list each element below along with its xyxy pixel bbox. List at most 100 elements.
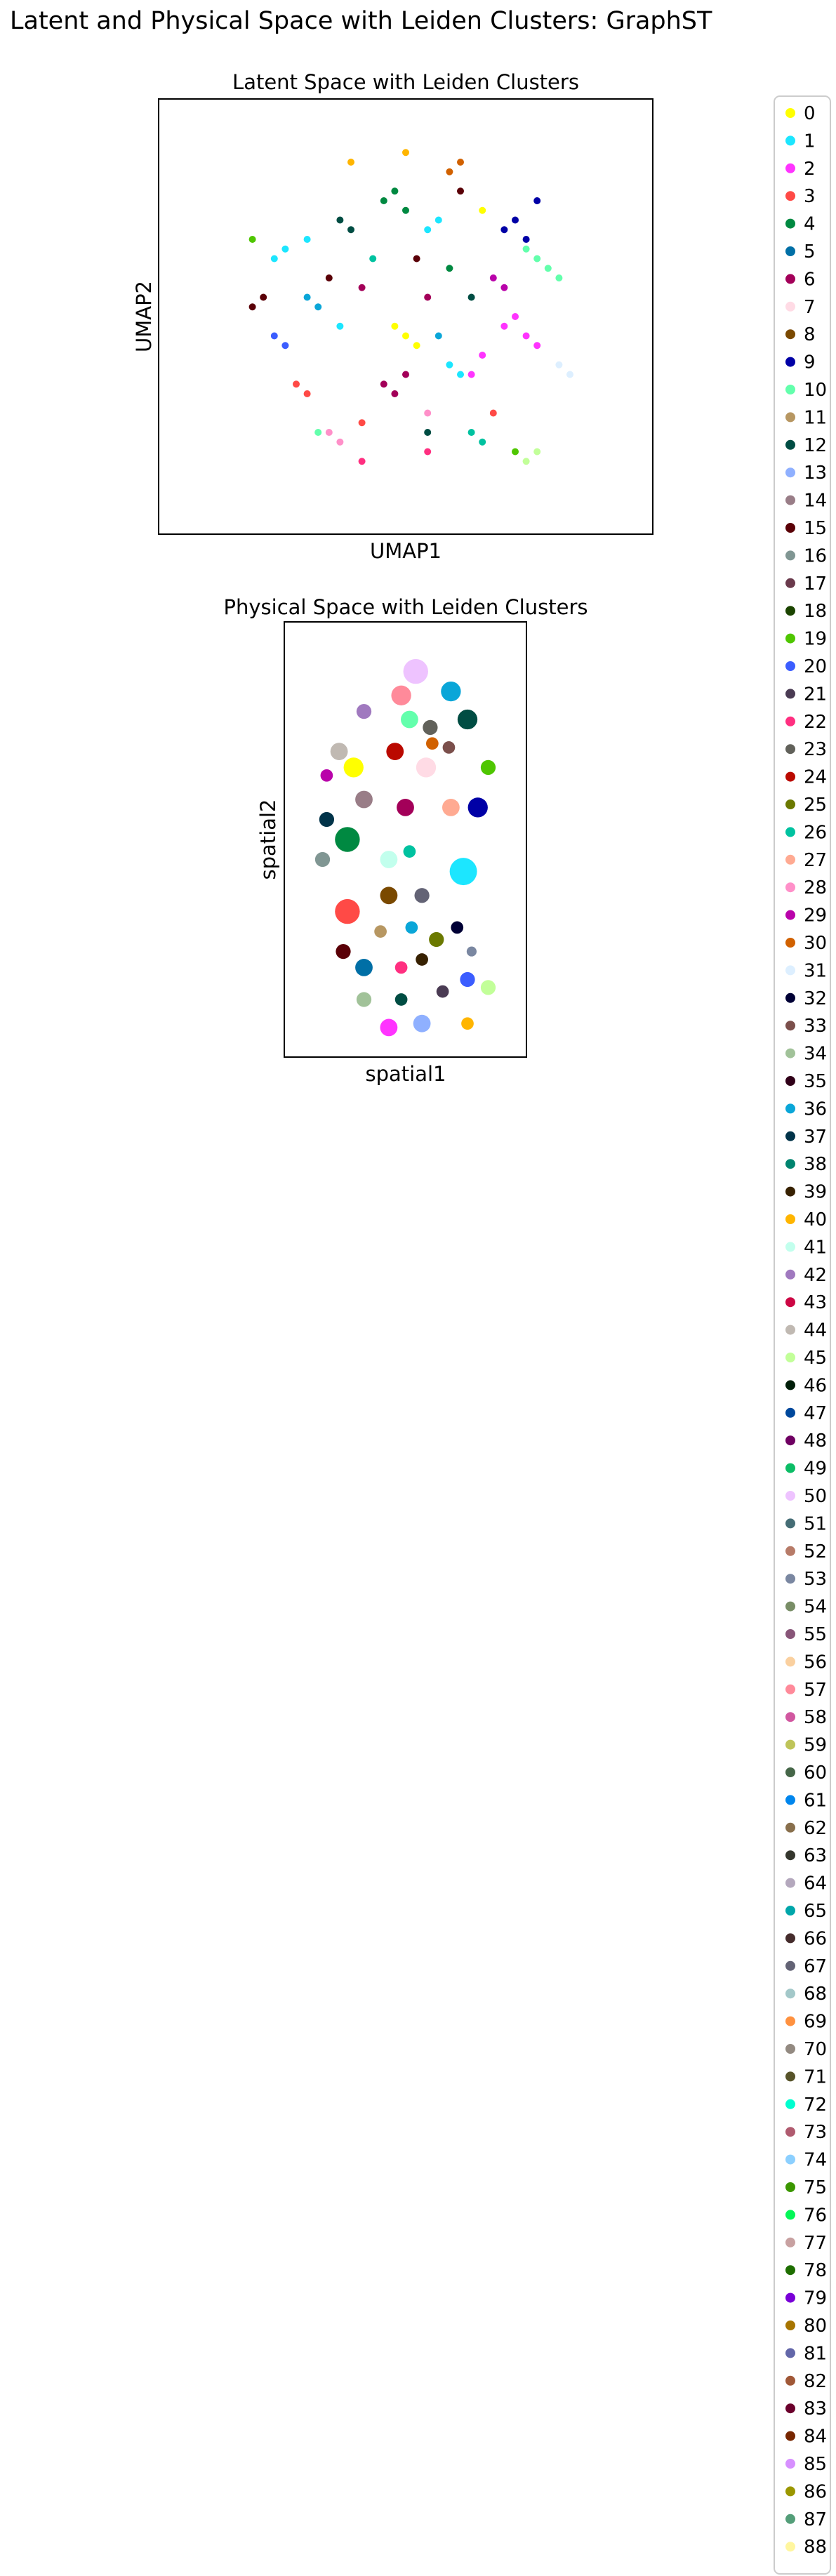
latent-plot-title: Latent Space with Leiden Clusters: [232, 70, 579, 94]
legend-marker: [785, 744, 795, 754]
legend-marker: [785, 1491, 795, 1501]
legend-marker: [785, 2459, 795, 2469]
latent-point: [533, 255, 540, 263]
legend-marker: [785, 1159, 795, 1169]
legend-label: 6: [804, 269, 816, 290]
legend-marker: [785, 882, 795, 892]
latent-point: [271, 255, 278, 263]
legend-label: 32: [804, 988, 827, 1009]
latent-point: [293, 380, 300, 387]
latent-point: [523, 458, 530, 465]
legend-marker: [785, 938, 795, 948]
legend-marker: [785, 108, 795, 118]
legend-marker: [785, 661, 795, 671]
latent-point: [359, 458, 366, 465]
legend-marker: [785, 799, 795, 809]
physical-region: [321, 769, 333, 782]
legend-label: 18: [804, 601, 827, 622]
physical-region: [380, 1019, 398, 1037]
physical-region: [374, 925, 387, 938]
latent-point: [336, 217, 343, 224]
latent-point: [347, 226, 354, 233]
legend-marker: [785, 2348, 795, 2358]
legend-label: 21: [804, 684, 827, 705]
legend-label: 27: [804, 850, 827, 871]
legend-label: 64: [804, 1873, 827, 1894]
latent-point: [533, 449, 540, 456]
legend-label: 0: [804, 103, 816, 124]
latent-point: [402, 333, 409, 340]
legend-label: 79: [804, 2288, 827, 2309]
latent-point: [446, 168, 453, 175]
legend-marker: [785, 827, 795, 837]
latent-scatter-points: [249, 149, 573, 465]
latent-point: [566, 371, 573, 378]
legend-label: 56: [804, 1652, 827, 1673]
latent-point: [468, 371, 475, 378]
latent-point: [391, 323, 398, 330]
physical-region: [414, 888, 429, 903]
legend-label: 70: [804, 2039, 827, 2060]
physical-region: [331, 743, 348, 760]
legend-marker: [785, 578, 795, 588]
legend-marker: [785, 164, 795, 173]
latent-point: [347, 159, 354, 166]
legend-marker: [785, 1629, 795, 1639]
latent-point: [281, 342, 288, 349]
legend-marker: [785, 2514, 795, 2524]
latent-point: [468, 294, 475, 301]
latent-point: [457, 371, 464, 378]
legend-label: 80: [804, 2316, 827, 2337]
legend-marker: [785, 634, 795, 644]
legend-label: 48: [804, 1430, 827, 1452]
legend-label: 25: [804, 795, 827, 816]
legend-marker: [785, 2017, 795, 2026]
latent-point: [457, 187, 464, 194]
legend-marker: [785, 2265, 795, 2275]
latent-point: [304, 294, 311, 301]
legend-marker: [785, 1049, 795, 1058]
legend-marker: [785, 385, 795, 394]
legend-marker: [785, 1353, 795, 1362]
legend-label: 82: [804, 2371, 827, 2392]
physical-region: [336, 944, 350, 959]
legend-label: 29: [804, 905, 827, 927]
latent-point: [523, 236, 530, 243]
legend-marker: [785, 191, 795, 201]
legend-marker: [785, 1712, 795, 1722]
physical-region: [437, 985, 449, 998]
physical-region: [395, 962, 408, 974]
latent-point: [402, 207, 409, 214]
legend-label: 35: [804, 1071, 827, 1092]
latent-point: [326, 429, 333, 436]
physical-region: [355, 791, 373, 809]
legend-label: 72: [804, 2094, 827, 2116]
latent-plot-frame: [159, 99, 653, 534]
legend-marker: [785, 993, 795, 1003]
physical-region: [380, 887, 398, 904]
legend-label: 71: [804, 2066, 827, 2087]
legend-label: 5: [804, 241, 816, 263]
latent-point: [359, 284, 366, 291]
latent-point: [500, 226, 507, 233]
legend-marker: [785, 606, 795, 616]
legend-label: 2: [804, 159, 816, 180]
legend-marker: [785, 1740, 795, 1750]
physical-region: [460, 972, 475, 987]
legend-marker: [785, 2431, 795, 2441]
latent-point: [555, 274, 562, 281]
physical-region: [355, 959, 373, 976]
legend-marker: [785, 1463, 795, 1473]
latent-y-label: UMAP2: [132, 281, 156, 352]
legend-label: 28: [804, 877, 827, 898]
legend-marker: [785, 1518, 795, 1528]
legend-marker: [785, 329, 795, 339]
latent-point: [304, 236, 311, 243]
legend-label: 22: [804, 712, 827, 733]
legend-label: 37: [804, 1127, 827, 1148]
physical-region: [357, 992, 371, 1007]
physical-region: [461, 1017, 474, 1030]
physical-region: [467, 947, 477, 957]
legend-label: 51: [804, 1513, 827, 1534]
